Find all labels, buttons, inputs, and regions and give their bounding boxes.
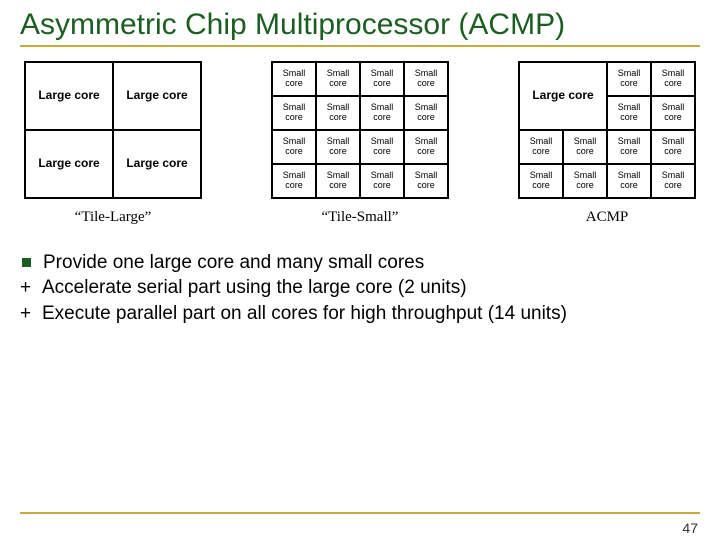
small-core-cell: Small core xyxy=(360,130,404,164)
small-core-cell: Small core xyxy=(316,96,360,130)
small-core-cell: Small core xyxy=(651,62,695,96)
small-core-cell: Small core xyxy=(404,164,448,198)
bullet-list: Provide one large core and many small co… xyxy=(20,250,700,327)
small-core-cell: Small core xyxy=(519,130,563,164)
bullet-plus-icon: + xyxy=(20,275,42,301)
small-core-cell: Small core xyxy=(404,130,448,164)
small-core-cell: Small core xyxy=(360,164,404,198)
tile-large-wrap: Large coreLarge coreLarge coreLarge core… xyxy=(24,61,202,226)
large-core-cell: Large core xyxy=(25,130,113,198)
small-core-cell: Small core xyxy=(651,164,695,198)
bullet-text: Accelerate serial part using the large c… xyxy=(42,275,700,301)
tile-small-wrap: Small coreSmall coreSmall coreSmall core… xyxy=(271,61,449,226)
small-core-cell: Small core xyxy=(519,164,563,198)
bullet-text: Provide one large core and many small co… xyxy=(43,250,700,276)
bullet-line: +Execute parallel part on all cores for … xyxy=(20,301,700,327)
footer-rule xyxy=(20,512,700,514)
small-core-cell: Small core xyxy=(272,62,316,96)
small-core-cell: Small core xyxy=(272,164,316,198)
small-core-cell: Small core xyxy=(563,130,607,164)
small-core-cell: Small core xyxy=(607,96,651,130)
bullet-line: +Accelerate serial part using the large … xyxy=(20,275,700,301)
diagrams-row: Large coreLarge coreLarge coreLarge core… xyxy=(20,61,700,226)
small-core-cell: Small core xyxy=(404,96,448,130)
small-core-cell: Small core xyxy=(360,62,404,96)
small-core-cell: Small core xyxy=(563,164,607,198)
tile-large-caption: “Tile-Large” xyxy=(75,209,152,226)
small-core-cell: Small core xyxy=(316,164,360,198)
small-core-cell: Small core xyxy=(272,96,316,130)
large-core-cell: Large core xyxy=(113,130,201,198)
small-core-cell: Small core xyxy=(316,62,360,96)
small-core-cell: Small core xyxy=(651,130,695,164)
tile-large: Large coreLarge coreLarge coreLarge core xyxy=(24,61,202,199)
large-core-cell: Large core xyxy=(519,62,607,130)
slide-title: Asymmetric Chip Multiprocessor (ACMP) xyxy=(20,8,700,47)
small-core-cell: Small core xyxy=(360,96,404,130)
bullet-plus-icon: + xyxy=(20,301,42,327)
small-core-cell: Small core xyxy=(651,96,695,130)
tile-small: Small coreSmall coreSmall coreSmall core… xyxy=(271,61,449,199)
small-core-cell: Small core xyxy=(316,130,360,164)
tile-acmp: Large coreSmall coreSmall coreSmall core… xyxy=(518,61,696,199)
bullet-line: Provide one large core and many small co… xyxy=(20,250,700,276)
small-core-cell: Small core xyxy=(607,62,651,96)
tile-acmp-caption: ACMP xyxy=(586,209,629,226)
large-core-cell: Large core xyxy=(113,62,201,130)
small-core-cell: Small core xyxy=(404,62,448,96)
large-core-cell: Large core xyxy=(25,62,113,130)
small-core-cell: Small core xyxy=(272,130,316,164)
tile-small-caption: “Tile-Small” xyxy=(322,209,399,226)
bullet-text: Execute parallel part on all cores for h… xyxy=(42,301,700,327)
small-core-cell: Small core xyxy=(607,130,651,164)
tile-acmp-wrap: Large coreSmall coreSmall coreSmall core… xyxy=(518,61,696,226)
page-number: 47 xyxy=(682,520,698,536)
bullet-square-icon xyxy=(22,258,31,267)
small-core-cell: Small core xyxy=(607,164,651,198)
